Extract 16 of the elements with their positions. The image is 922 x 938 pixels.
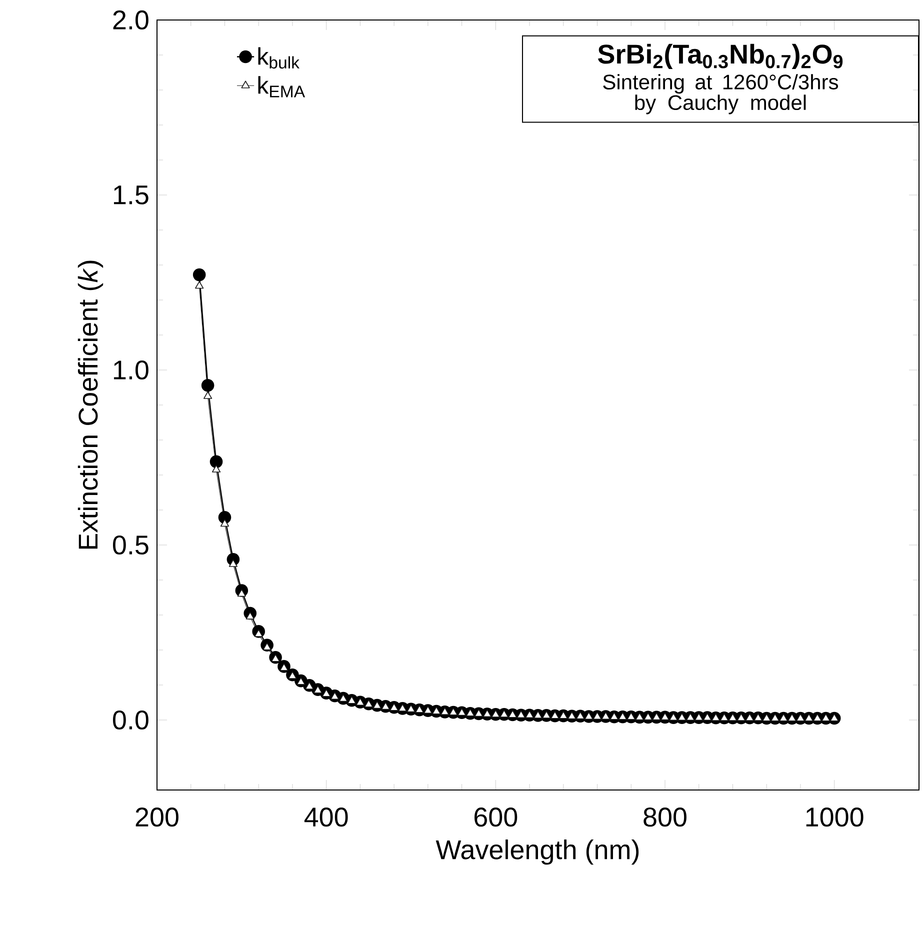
legend-label: k$_{EMA}$ [258, 76, 306, 98]
y-tick-label: 0.0 [112, 710, 148, 730]
x-tick-label: 600 [474, 808, 518, 827]
x-tick-label: 400 [304, 808, 348, 827]
y-axis-title: Extinction Coefficient (k) [78, 260, 104, 549]
x-tick-label: 1000 [806, 808, 864, 827]
y-tick-label: 0.5 [112, 535, 148, 555]
text: Sintering at 1260°C/3hrs by Cauchy model [603, 74, 838, 114]
x-axis-title: Wavelength (nm) [436, 840, 639, 865]
y-tick-label: 1.5 [114, 186, 148, 204]
chart-title: SrBi$_{2}$(Ta$_{0.3}$Nb$_{0.7}$)$_{2}$O$_{9}$ [598, 44, 843, 70]
legend-label: k$_{bulk}$ [258, 47, 300, 69]
y-tick-label: 1.0 [114, 360, 148, 380]
x-tick-label: 200 [136, 808, 178, 827]
x-tick-label: 800 [644, 808, 686, 827]
y-tick-label: 2.0 [113, 10, 148, 30]
